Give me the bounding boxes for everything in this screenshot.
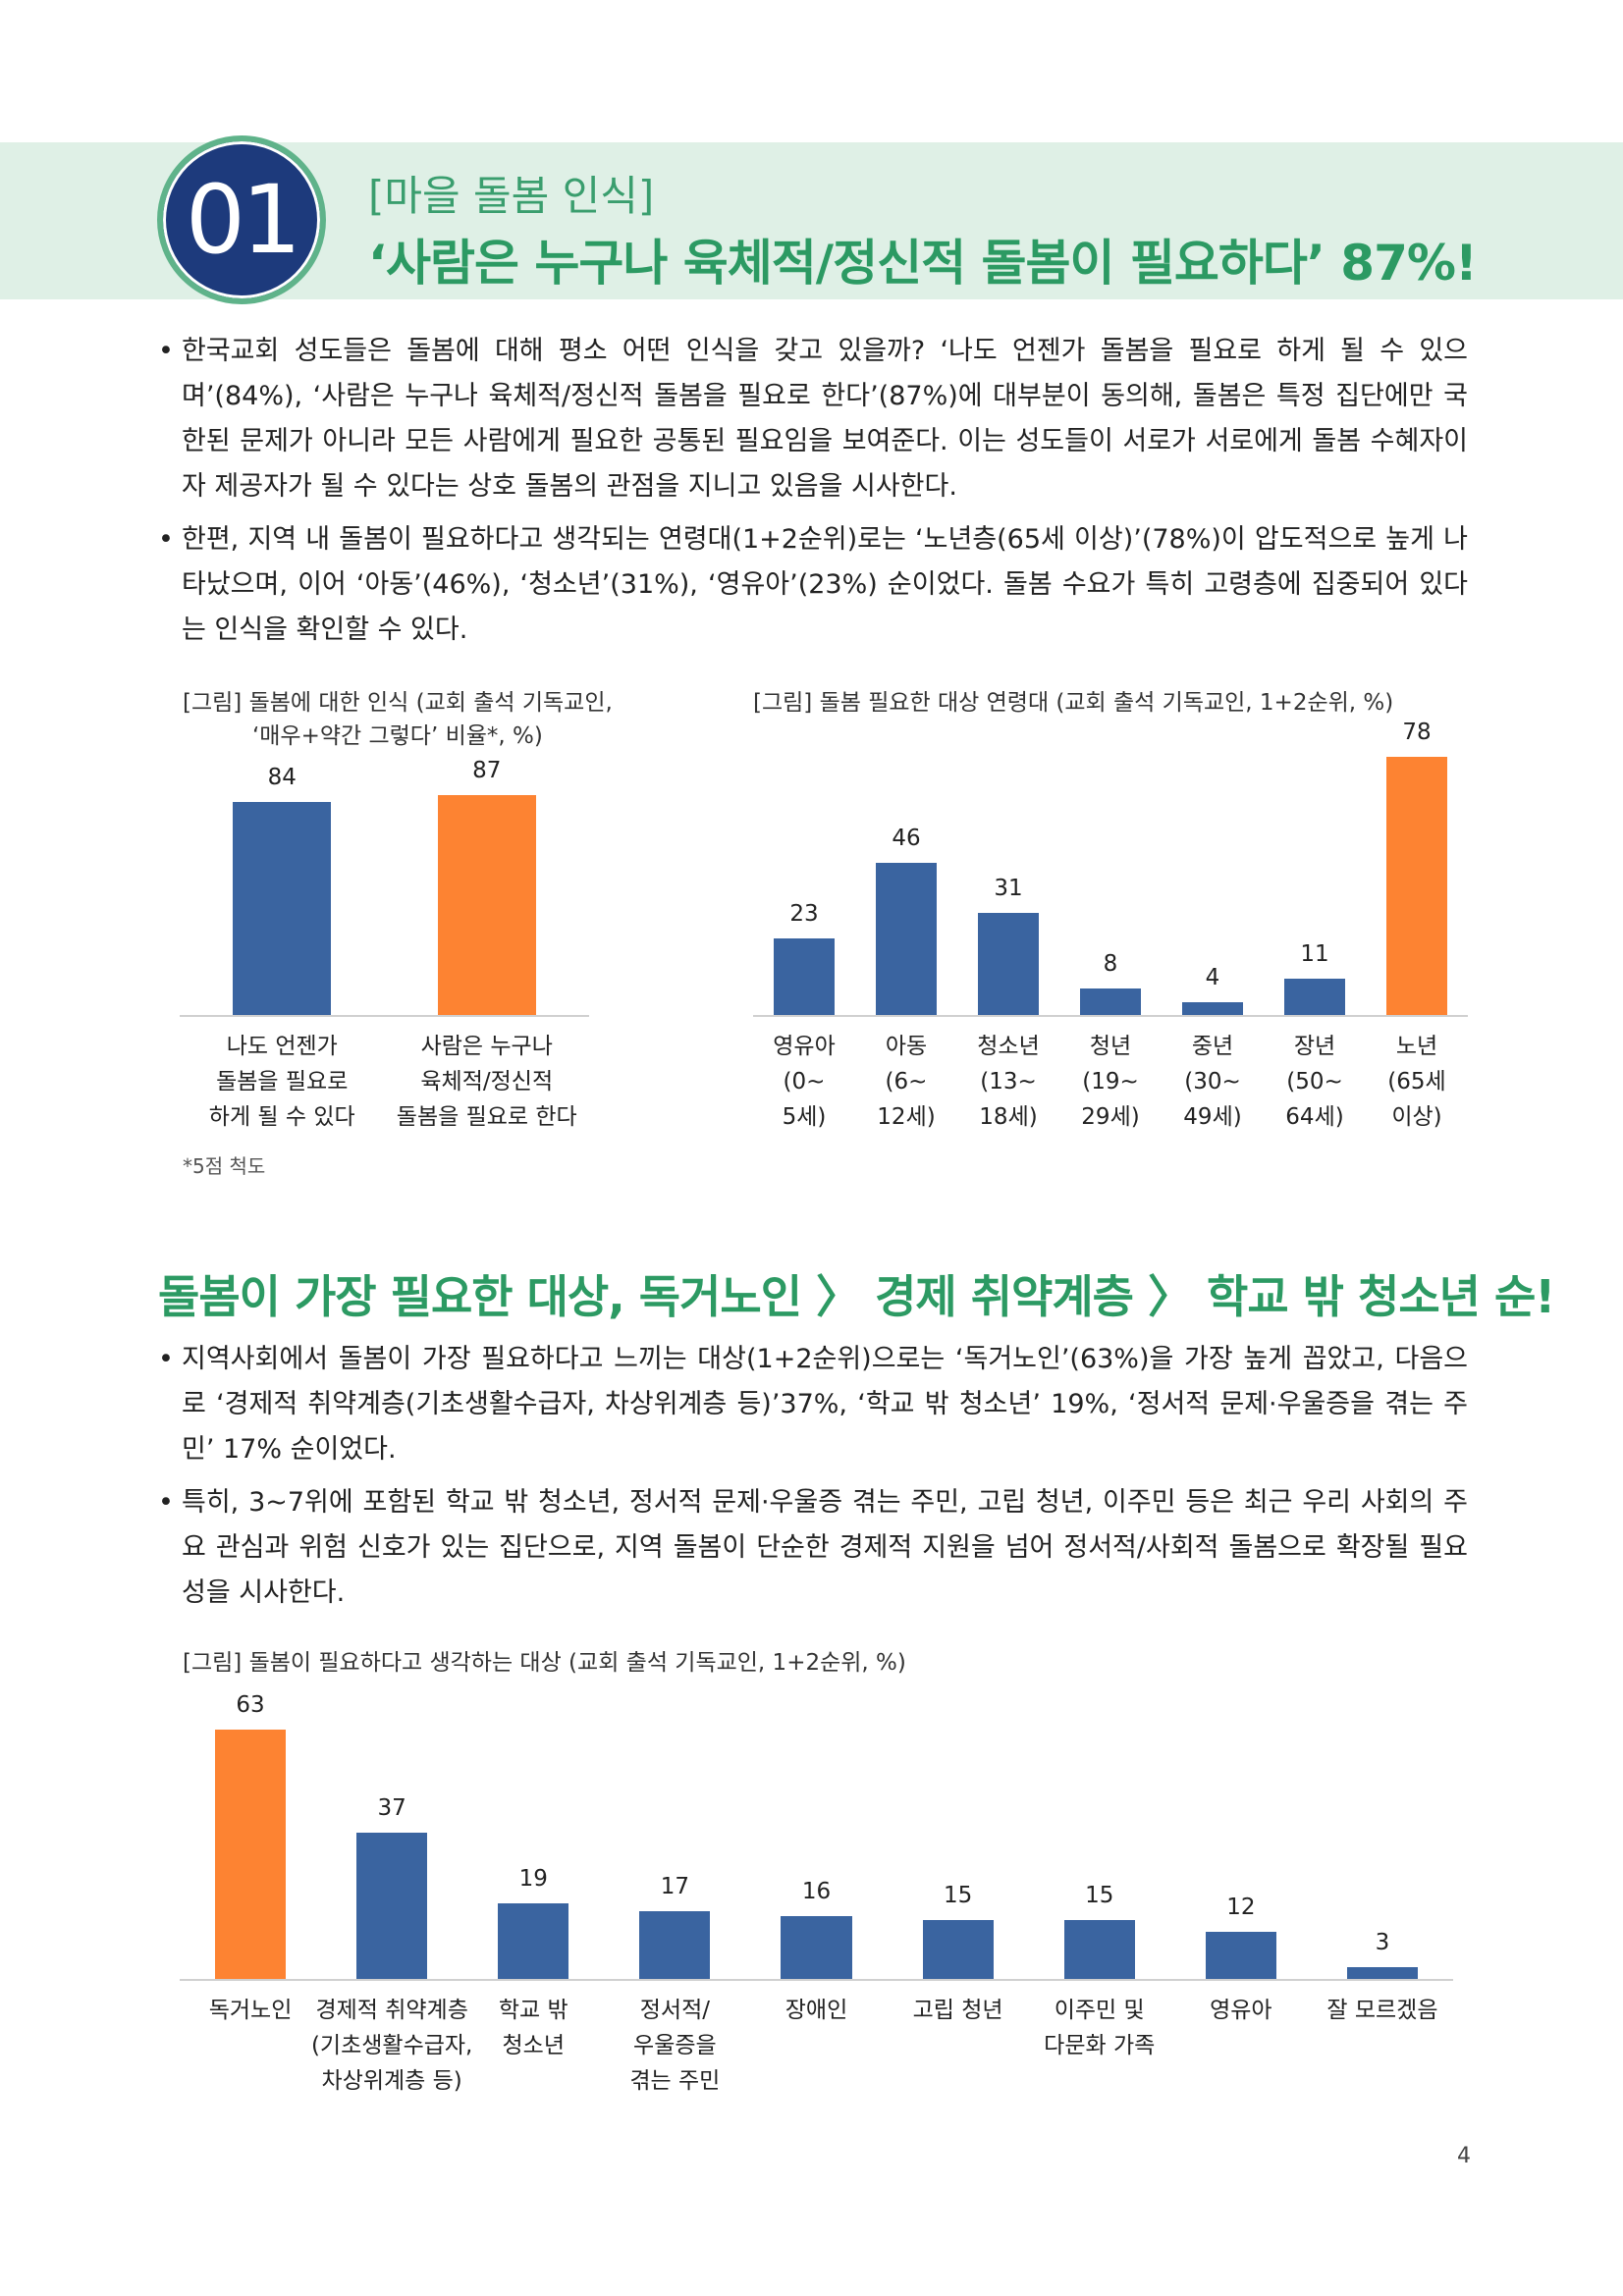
value-label: 46 [892, 825, 921, 851]
category-label: 장년 (50~ 64세) [1285, 1034, 1344, 1130]
bar [233, 802, 332, 1015]
value-label: 78 [1402, 720, 1432, 746]
category-label: 중년 (30~ 49세) [1183, 1034, 1242, 1130]
bar [437, 794, 536, 1015]
bar [1346, 1966, 1418, 1979]
x-axis [753, 1015, 1468, 1017]
bullet: 한편, 지역 내 돌봄이 필요하다고 생각되는 연령대(1+2순위)로는 ‘노년… [158, 517, 1468, 653]
bar [215, 1730, 287, 1979]
category-label: 장애인 [784, 1998, 848, 2023]
value-label: 3 [1375, 1929, 1390, 1955]
section-title: 돌봄이 가장 필요한 대상, 독거노인 〉 경제 취약계층 〉 학교 밖 청소년… [158, 1270, 1555, 1323]
bar [1205, 1931, 1276, 1979]
category-label: 나도 언젠가 돌봄을 필요로 하게 될 수 있다 [208, 1034, 355, 1130]
value-label: 15 [1085, 1882, 1114, 1908]
bar [1386, 757, 1447, 1015]
footnote: *5점 척도 [183, 1154, 266, 1178]
bar [498, 1903, 569, 1979]
bar [774, 938, 835, 1015]
value-label: 16 [801, 1878, 832, 1904]
bar [781, 1915, 852, 1979]
value-label: 17 [660, 1874, 690, 1900]
category-label: 학교 밖 청소년 [498, 1998, 568, 2058]
value-label: 23 [789, 901, 819, 928]
bullet-list: 지역사회에서 돌봄이 가장 필요하다고 느끼는 대상(1+2순위)으로는 ‘독거… [158, 1337, 1468, 1624]
category-label: 정서적/ 우울증을 겪는 주민 [629, 1998, 721, 2094]
bar [1182, 1001, 1243, 1015]
bar [1063, 1919, 1135, 1979]
bar [978, 912, 1039, 1015]
category-label: 고립 청년 [912, 1998, 1003, 2023]
value-label: 4 [1205, 964, 1220, 990]
category-label: 경제적 취약계층 (기초생활수급자, 차상위계층 등) [310, 1998, 473, 2094]
bar [1284, 978, 1345, 1015]
bullet: 지역사회에서 돌봄이 가장 필요하다고 느끼는 대상(1+2순위)으로는 ‘독거… [158, 1337, 1468, 1472]
value-label: 8 [1103, 951, 1118, 978]
category-label: 잘 모르겠음 [1326, 1998, 1438, 2023]
category-label: 영유아 (0~ 5세) [773, 1034, 836, 1130]
header-subtitle: [마을 돌봄 인식] [368, 172, 655, 220]
x-axis [180, 1015, 589, 1017]
chart-title: [그림] 돌봄이 필요하다고 생각하는 대상 (교회 출석 기독교인, 1+2순… [183, 1650, 906, 1676]
category-label: 청년 (19~ 29세) [1081, 1034, 1140, 1130]
section-number: 01 [157, 135, 326, 304]
bullet-list: 한국교회 성도들은 돌봄에 대해 평소 어떤 인식을 갖고 있을까? ‘나도 언… [158, 329, 1468, 661]
value-label: 31 [994, 875, 1023, 901]
category-label: 영유아 [1210, 1998, 1272, 2023]
category-label: 이주민 및 다문화 가족 [1044, 1998, 1156, 2058]
value-label: 12 [1226, 1894, 1256, 1920]
value-label: 84 [267, 765, 297, 791]
header-title: ‘사람은 누구나 육체적/정신적 돌봄이 필요하다’ 87%! [368, 235, 1478, 292]
value-label: 15 [943, 1882, 973, 1908]
category-label: 독거노인 [208, 1998, 293, 2023]
category-label: 노년 (65세 이상) [1387, 1034, 1446, 1130]
value-label: 11 [1300, 940, 1329, 967]
value-label: 63 [236, 1692, 265, 1719]
bullet: 한국교회 성도들은 돌봄에 대해 평소 어떤 인식을 갖고 있을까? ‘나도 언… [158, 329, 1468, 509]
bar [922, 1919, 994, 1979]
chart-title: [그림] 돌봄 필요한 대상 연령대 (교회 출석 기독교인, 1+2순위, %… [753, 690, 1394, 716]
bar [356, 1832, 428, 1979]
category-label: 사람은 누구나 육체적/정신적 돌봄을 필요로 한다 [396, 1034, 577, 1130]
bar [1080, 988, 1141, 1015]
value-label: 19 [518, 1866, 548, 1893]
category-label: 아동 (6~ 12세) [877, 1034, 936, 1130]
x-axis [180, 1979, 1453, 1981]
value-label: 37 [377, 1794, 406, 1821]
value-label: 87 [472, 757, 502, 783]
bar [876, 862, 937, 1015]
page-number: 4 [1457, 2144, 1471, 2168]
bullet: 특히, 3~7위에 포함된 학교 밖 청소년, 정서적 문제·우울증 겪는 주민… [158, 1480, 1468, 1616]
bar [639, 1911, 711, 1979]
chart-title: [그림] 돌봄에 대한 인식 (교회 출석 기독교인, ‘매우+약간 그렇다’ … [183, 690, 613, 749]
category-label: 청소년 (13~ 18세) [977, 1034, 1040, 1130]
